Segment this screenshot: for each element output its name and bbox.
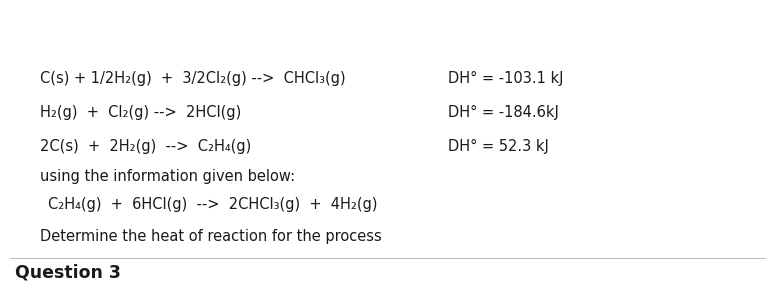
Text: H₂(g)  +  Cl₂(g) -->  2HCl(g): H₂(g) + Cl₂(g) --> 2HCl(g)	[40, 105, 241, 120]
Text: C(s) + 1/2H₂(g)  +  3/2Cl₂(g) -->  CHCl₃(g): C(s) + 1/2H₂(g) + 3/2Cl₂(g) --> CHCl₃(g)	[40, 71, 346, 86]
Text: 2C(s)  +  2H₂(g)  -->  C₂H₄(g): 2C(s) + 2H₂(g) --> C₂H₄(g)	[40, 139, 251, 154]
Text: using the information given below:: using the information given below:	[40, 168, 295, 183]
Text: Determine the heat of reaction for the process: Determine the heat of reaction for the p…	[40, 229, 382, 243]
Text: Question 3: Question 3	[15, 264, 121, 282]
Text: DH° = -184.6kJ: DH° = -184.6kJ	[448, 105, 559, 120]
Text: DH° = 52.3 kJ: DH° = 52.3 kJ	[448, 139, 549, 154]
Text: DH° = -103.1 kJ: DH° = -103.1 kJ	[448, 71, 563, 86]
Text: C₂H₄(g)  +  6HCl(g)  -->  2CHCl₃(g)  +  4H₂(g): C₂H₄(g) + 6HCl(g) --> 2CHCl₃(g) + 4H₂(g)	[48, 197, 377, 212]
